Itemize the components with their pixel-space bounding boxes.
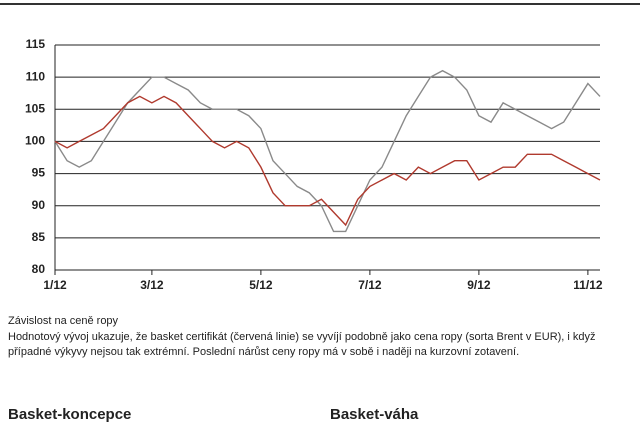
y-tick-label: 105 — [25, 101, 45, 115]
x-tick-label: 9/12 — [467, 278, 491, 292]
y-tick-label: 110 — [26, 69, 46, 83]
y-tick-label: 90 — [32, 198, 46, 212]
y-tick-label: 100 — [25, 134, 45, 148]
y-tick-label: 95 — [32, 166, 46, 180]
section-heading: Basket-koncepce — [8, 406, 132, 423]
section-heading: Basket-váha — [330, 406, 419, 423]
series-line — [54, 69, 601, 233]
caption: Závislost na ceně ropy Hodnotový vývoj u… — [8, 314, 628, 360]
x-tick-label: 1/12 — [43, 278, 67, 292]
y-tick-label: 115 — [26, 37, 46, 51]
y-tick-label: 80 — [32, 262, 46, 276]
x-tick-label: 11/12 — [573, 278, 603, 292]
x-tick-label: 3/12 — [140, 278, 164, 292]
x-tick-label: 5/12 — [249, 278, 273, 292]
caption-text: Hodnotový vývoj ukazuje, že basket certi… — [8, 331, 596, 358]
x-tick-label: 7/12 — [358, 278, 382, 292]
chart: 80 85 90 95 100 105 110 115 1/12 3/12 5/12 7/12 9/12… — [0, 3, 640, 292]
y-tick-label: 85 — [32, 230, 46, 244]
series-line — [54, 95, 601, 227]
caption-heading: Závislost na ceně ropy — [8, 315, 119, 327]
